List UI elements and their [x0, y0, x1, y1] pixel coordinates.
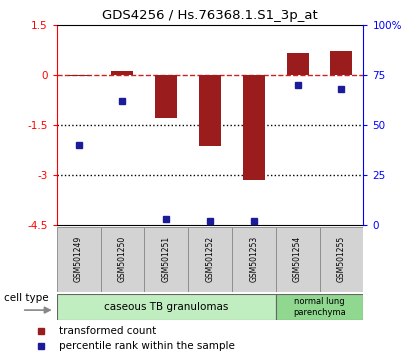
Text: GSM501250: GSM501250	[118, 236, 127, 282]
Bar	[243, 75, 265, 180]
Bar	[57, 295, 276, 320]
Bar	[287, 53, 309, 75]
Bar	[57, 227, 100, 292]
Bar	[111, 72, 134, 75]
Text: normal lung
parenchyma: normal lung parenchyma	[293, 297, 346, 317]
Text: GSM501251: GSM501251	[162, 236, 171, 282]
Text: GSM501254: GSM501254	[293, 236, 302, 282]
Text: transformed count: transformed count	[60, 326, 157, 336]
Text: percentile rank within the sample: percentile rank within the sample	[60, 341, 235, 350]
Bar	[100, 227, 144, 292]
Text: GSM501255: GSM501255	[337, 236, 346, 282]
Bar	[188, 227, 232, 292]
Text: GSM501252: GSM501252	[205, 236, 215, 282]
Bar	[144, 227, 188, 292]
Bar	[199, 75, 221, 147]
Bar	[331, 51, 352, 75]
Text: caseous TB granulomas: caseous TB granulomas	[104, 302, 228, 312]
Bar	[232, 227, 276, 292]
Bar	[320, 227, 363, 292]
Bar	[276, 227, 320, 292]
Bar	[155, 75, 177, 118]
Text: GSM501249: GSM501249	[74, 236, 83, 282]
Text: GDS4256 / Hs.76368.1.S1_3p_at: GDS4256 / Hs.76368.1.S1_3p_at	[102, 9, 318, 22]
Bar	[68, 75, 89, 76]
Bar	[276, 295, 363, 320]
Text: cell type: cell type	[4, 293, 49, 303]
Text: GSM501253: GSM501253	[249, 236, 258, 282]
